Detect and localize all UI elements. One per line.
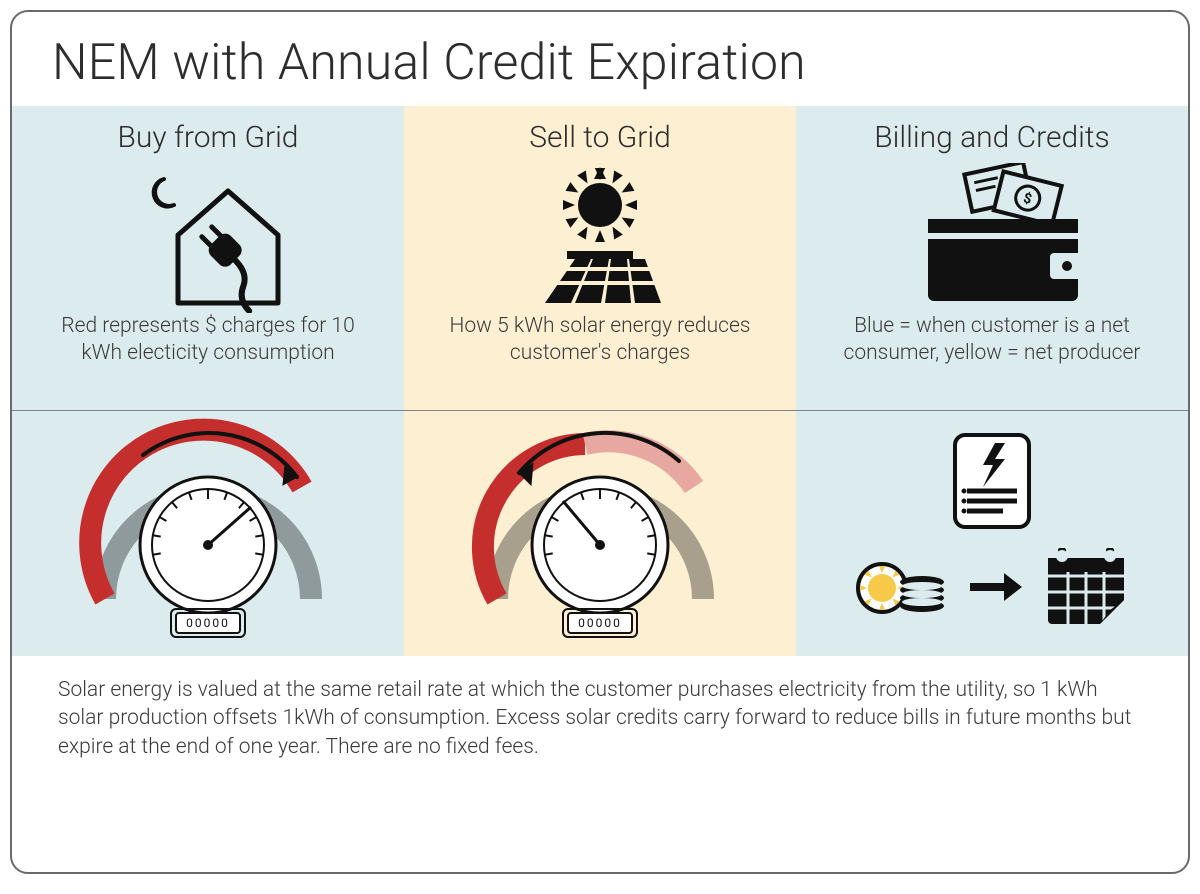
infographic-frame: NEM with Annual Credit Expiration Buy fr… <box>10 10 1190 874</box>
odometer-sell: 00000 <box>578 616 622 630</box>
cell-buy-bottom: 00000 <box>12 411 404 656</box>
grid-layout: Buy from Grid Red represents $ ch <box>12 106 1188 656</box>
caption-bill: Blue = when customer is a net consumer, … <box>832 313 1152 368</box>
cell-buy-top: Buy from Grid Red represents $ ch <box>12 106 404 411</box>
arrow-right-icon <box>966 571 1022 607</box>
icon-sun-coins <box>852 552 948 626</box>
caption-sell: How 5 kWh solar energy reduces customer'… <box>440 313 760 368</box>
heading-buy: Buy from Grid <box>118 120 299 155</box>
meter-reverse: 00000 <box>455 425 745 638</box>
caption-buy: Red represents $ charges for 10 kWh elec… <box>48 313 368 368</box>
cell-sell-top: Sell to Grid <box>404 106 796 411</box>
page-title: NEM with Annual Credit Expiration <box>12 12 1188 106</box>
meter-forward: 00000 <box>63 425 353 638</box>
cell-bill-top: Billing and Credits $ <box>796 106 1188 411</box>
heading-bill: Billing and Credits <box>874 120 1109 155</box>
cell-bill-bottom <box>796 411 1188 656</box>
icon-calendar-expire <box>1040 544 1132 634</box>
cell-sell-bottom: 00000 <box>404 411 796 656</box>
odometer-buy: 00000 <box>186 616 230 630</box>
icon-wallet-money: $ <box>892 163 1092 313</box>
footer-text: Solar energy is valued at the same retai… <box>12 656 1188 761</box>
heading-sell: Sell to Grid <box>529 120 671 155</box>
icon-sun-panels <box>515 163 685 313</box>
icon-house-plug <box>118 163 298 313</box>
icon-electric-bill <box>947 429 1037 537</box>
